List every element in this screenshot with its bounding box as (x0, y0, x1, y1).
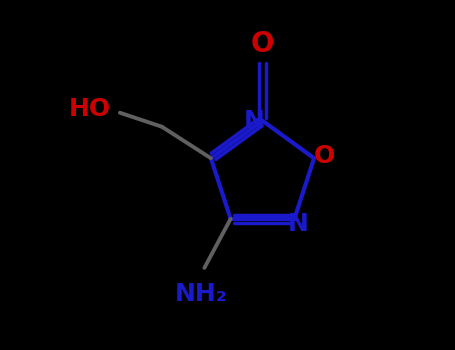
Text: N: N (288, 212, 309, 236)
Text: NH₂: NH₂ (174, 282, 227, 306)
Text: O: O (313, 145, 334, 168)
Text: HO: HO (69, 97, 111, 121)
Text: O: O (251, 30, 274, 58)
Text: N: N (243, 109, 264, 133)
